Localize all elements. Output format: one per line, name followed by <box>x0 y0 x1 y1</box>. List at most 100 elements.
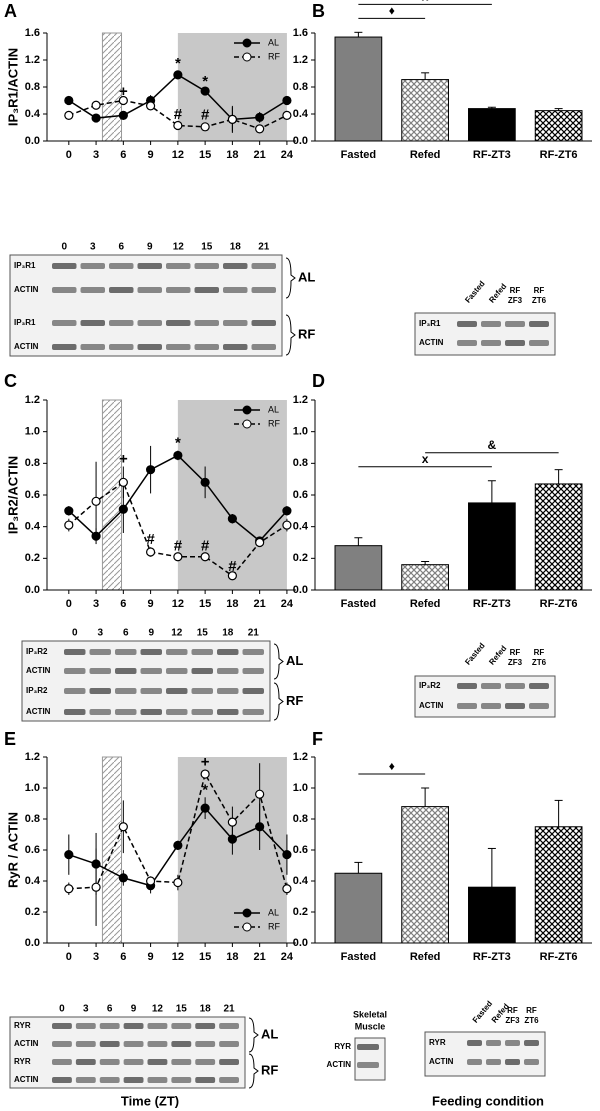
legend-label: RF <box>268 51 280 61</box>
blot-lane-label: 0 <box>61 242 67 253</box>
blot-lane-label-line: ZT6 <box>532 296 547 305</box>
blot-lane-label: Fasted <box>463 641 487 667</box>
blot-band <box>194 287 219 293</box>
x-tick-label: 24 <box>281 598 294 610</box>
data-point <box>282 110 292 120</box>
y-tick-label: 0.2 <box>25 552 40 564</box>
blot-frame <box>424 1031 546 1077</box>
data-point <box>91 113 101 123</box>
blot-band <box>195 1077 216 1083</box>
blot-band <box>524 1040 539 1046</box>
annotation: + <box>119 83 128 100</box>
y-tick-label: 0.8 <box>293 81 308 93</box>
blot-band <box>109 320 134 326</box>
x-tick-label: Fasted <box>341 598 376 610</box>
panel-letter: D <box>312 371 325 391</box>
legend-marker <box>242 405 252 415</box>
x-tick-label: 6 <box>120 951 126 963</box>
y-axis-label: IP₃R1/ACTIN <box>5 48 20 126</box>
y-tick-label: 0.4 <box>293 521 309 533</box>
x-tick-label: 9 <box>148 149 154 161</box>
annotation: # <box>201 538 210 555</box>
blot-row-label: IP₃R1 <box>419 319 441 328</box>
legend-label: AL <box>268 37 279 47</box>
y-tick-label: 1.2 <box>293 394 308 406</box>
data-point <box>227 817 237 827</box>
blot-row-label: IP₃R1 <box>14 261 36 270</box>
blot-band <box>191 688 213 694</box>
blot-band <box>194 263 219 269</box>
blot-group-label: AL <box>298 269 315 284</box>
x-tick-label: 21 <box>254 149 266 161</box>
blot-row-label: ACTIN <box>327 1060 352 1069</box>
blot-lane-label: 21 <box>248 628 260 639</box>
blot-row-label: IP₃R2 <box>419 681 441 690</box>
y-tick-label: 1.0 <box>25 782 40 794</box>
blot-band <box>219 1077 239 1083</box>
blot-band <box>140 668 162 674</box>
blot-band <box>147 1077 168 1083</box>
data-point <box>64 520 74 530</box>
blot-band <box>191 649 213 655</box>
annotation: # <box>174 538 183 555</box>
y-tick-label: 1.2 <box>293 751 308 763</box>
data-point <box>200 803 210 813</box>
y-tick-label: 0.8 <box>25 457 40 469</box>
blot-band <box>505 340 525 346</box>
data-point <box>145 465 156 475</box>
y-axis-label: IP₃R2/ACTIN <box>5 456 20 534</box>
y-tick-label: 1.2 <box>25 394 40 406</box>
blot-band <box>166 668 188 674</box>
blot-band <box>217 649 239 655</box>
blot-band <box>219 1059 239 1065</box>
bar <box>334 36 383 142</box>
y-tick-label: 1.2 <box>25 54 40 66</box>
data-point <box>255 112 265 122</box>
data-point <box>227 114 237 125</box>
blot-frame <box>9 254 283 357</box>
blot-band <box>524 1059 539 1065</box>
x-tick-label: 6 <box>120 149 126 161</box>
data-point <box>118 110 128 120</box>
bar <box>534 110 583 142</box>
blot-band <box>166 263 191 269</box>
blot-lane-label: 6 <box>123 628 129 639</box>
blot-band <box>140 649 162 655</box>
x-tick-label: Refed <box>410 149 441 161</box>
legend-marker <box>242 419 252 429</box>
y-tick-label: 0.0 <box>293 584 308 596</box>
blot-band <box>251 263 276 269</box>
y-tick-label: 1.0 <box>25 426 40 438</box>
blot-band <box>481 321 501 327</box>
y-tick-label: 0.0 <box>25 937 40 949</box>
data-point <box>282 506 292 516</box>
blot-group-bracket <box>273 682 284 721</box>
blot-lane-label-line: ZF3 <box>505 1016 520 1025</box>
blot-band <box>217 688 239 694</box>
blot-band <box>217 668 239 674</box>
annotation: # <box>201 107 210 124</box>
blot-lane-label-line: RF <box>534 648 545 657</box>
blot-band <box>166 344 191 350</box>
bar <box>401 79 449 142</box>
x-tick-label: 18 <box>226 951 238 963</box>
y-tick-label: 0.4 <box>25 521 41 533</box>
blot-band <box>147 1059 168 1065</box>
x-tick-label: Fasted <box>341 149 376 161</box>
bar <box>334 545 383 591</box>
blot-band <box>529 703 549 709</box>
x-tick-label: 3 <box>93 149 99 161</box>
data-point <box>64 110 74 120</box>
data-point <box>64 95 74 106</box>
blot-lane-label: 12 <box>171 628 183 639</box>
blot-row-label: IP₃R1 <box>14 318 36 327</box>
x-tick-label: 3 <box>93 951 99 963</box>
legend-marker <box>242 38 252 48</box>
y-tick-label: 1.0 <box>293 426 308 438</box>
blot-band <box>486 1059 501 1065</box>
x-tick-label: 15 <box>199 149 211 161</box>
blot-band <box>75 1023 96 1029</box>
blot-group-bracket <box>248 1053 259 1089</box>
blot-band <box>467 1040 482 1046</box>
legend-marker <box>242 52 252 62</box>
